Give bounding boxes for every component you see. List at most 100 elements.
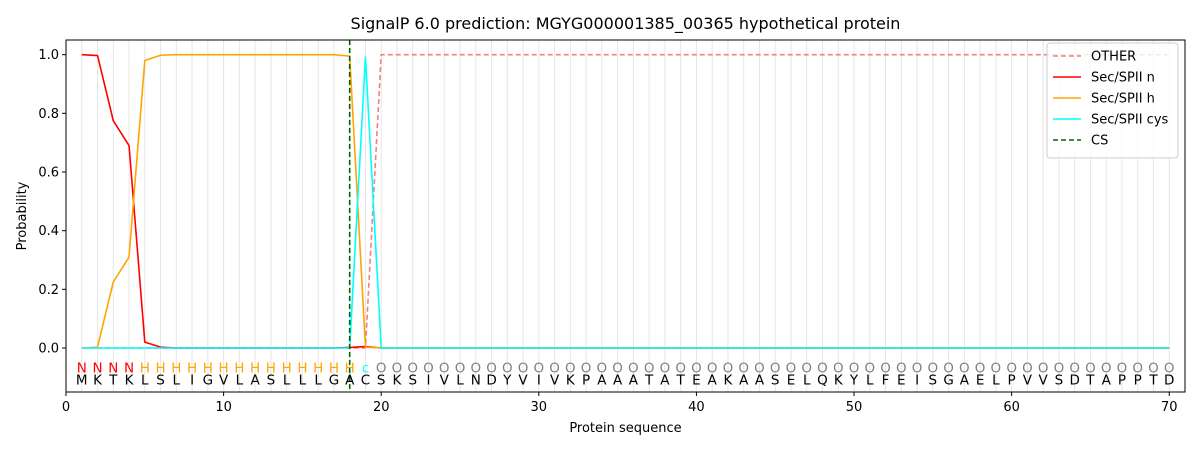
residue-letter: I [915,372,919,388]
residue-letter: V [440,372,450,388]
residue-letter: F [882,372,890,388]
region-label: O [754,361,765,377]
legend-box [1046,42,1179,159]
region-label: O [1117,361,1128,377]
residue-letter: L [283,372,291,388]
residue-letter: I [190,372,194,388]
region-label: O [1069,361,1080,377]
residue-letter: A [345,372,355,388]
region-label: O [880,361,891,377]
residue-letter: A [597,372,607,388]
region-label: O [644,361,655,377]
x-tick-label: 0 [62,400,70,415]
region-label: H [187,361,197,377]
residue-letter: T [1085,372,1095,388]
legend-label: Sec/SPII cys [1091,113,1169,128]
region-label: O [896,361,907,377]
residue-letter: D [1069,372,1079,388]
residue-letter: A [629,372,639,388]
residue-letter: A [755,372,765,388]
residue-letter: L [236,372,244,388]
residue-letter: V [550,372,560,388]
residue-letter: L [314,372,322,388]
residue-letter: A [1102,372,1112,388]
region-label: O [1132,361,1143,377]
residue-letter: P [1134,372,1142,388]
region-label: N [92,361,102,377]
region-label: O [660,361,671,377]
region-label: H [140,361,150,377]
x-axis-label: Protein sequence [569,421,681,436]
x-tick-label: 20 [373,400,390,415]
residue-letter: A [251,372,261,388]
residue-letter: E [787,372,796,388]
region-label: O [486,361,497,377]
residue-letter: P [582,372,590,388]
region-label: H [329,361,339,377]
y-tick-label: 0.8 [38,107,59,122]
residue-letter: S [377,372,386,388]
residue-letter: L [456,372,464,388]
region-label: O [675,361,686,377]
region-label: O [470,361,481,377]
residue-letter: L [299,372,307,388]
y-tick-label: 0.6 [38,166,59,181]
residue-letter: L [992,372,1000,388]
axes-layer: 0 10 20 30 40 50 60 70 0.0 0.2 0.4 0.6 0.8 1.0 [38,48,1177,415]
region-label: H [250,361,260,377]
residue-letter: T [676,372,686,388]
region-label: H [203,361,213,377]
region-label: O [723,361,734,377]
region-label: H [266,361,276,377]
region-label: O [407,361,418,377]
residue-letter: T [644,372,654,388]
y-tick-label: 0.0 [38,342,59,357]
region-label: O [833,361,844,377]
region-label: O [423,361,434,377]
legend: OTHER Sec/SPII n Sec/SPII h Sec/SPII cys CS [1046,42,1179,159]
residue-letter: I [537,372,541,388]
region-label: H [297,361,307,377]
region-label: H [234,361,244,377]
residue-letter: A [613,372,623,388]
region-label: H [345,361,355,377]
region-label: O [581,361,592,377]
series-line-sec-spii-h [81,53,1170,349]
residue-letter: K [566,372,576,388]
region-label: O [864,361,875,377]
region-label: O [565,361,576,377]
chart-title: SignalP 6.0 prediction: MGYG000001385_00… [351,14,901,34]
region-label: H [313,361,323,377]
residue-letter: T [1148,372,1158,388]
residue-letter: E [897,372,906,388]
residue-letter: S [408,372,417,388]
residue-letter: Y [849,372,859,388]
residue-letter: S [1055,372,1064,388]
region-label: O [597,361,608,377]
region-label: O [786,361,797,377]
residue-letter: V [1039,372,1049,388]
residue-letter: A [960,372,970,388]
series-line-sec-spii-n [81,53,1170,349]
region-label: O [1085,361,1096,377]
y-axis-label: Probability [15,181,30,250]
residue-letter: D [1164,372,1174,388]
region-label: O [518,361,529,377]
residue-letter: D [486,372,496,388]
region-label: O [455,361,466,377]
sequence-letters: NMNKNTNKHLHSHLHIHGHVHLHAHSHLHLHLHGHAcCOS… [76,361,1175,389]
region-label: O [1148,361,1159,377]
y-tick-label: 0.4 [38,224,59,239]
residue-letter: S [771,372,780,388]
region-label: O [549,361,560,377]
residue-letter: Y [502,372,512,388]
residue-letter: Q [817,372,828,388]
residue-letter: L [173,372,181,388]
region-label: O [376,361,387,377]
residue-letter: A [739,372,749,388]
residue-letter: N [471,372,481,388]
series-line-other [81,53,1170,349]
region-label: O [770,361,781,377]
residue-letter: A [708,372,718,388]
